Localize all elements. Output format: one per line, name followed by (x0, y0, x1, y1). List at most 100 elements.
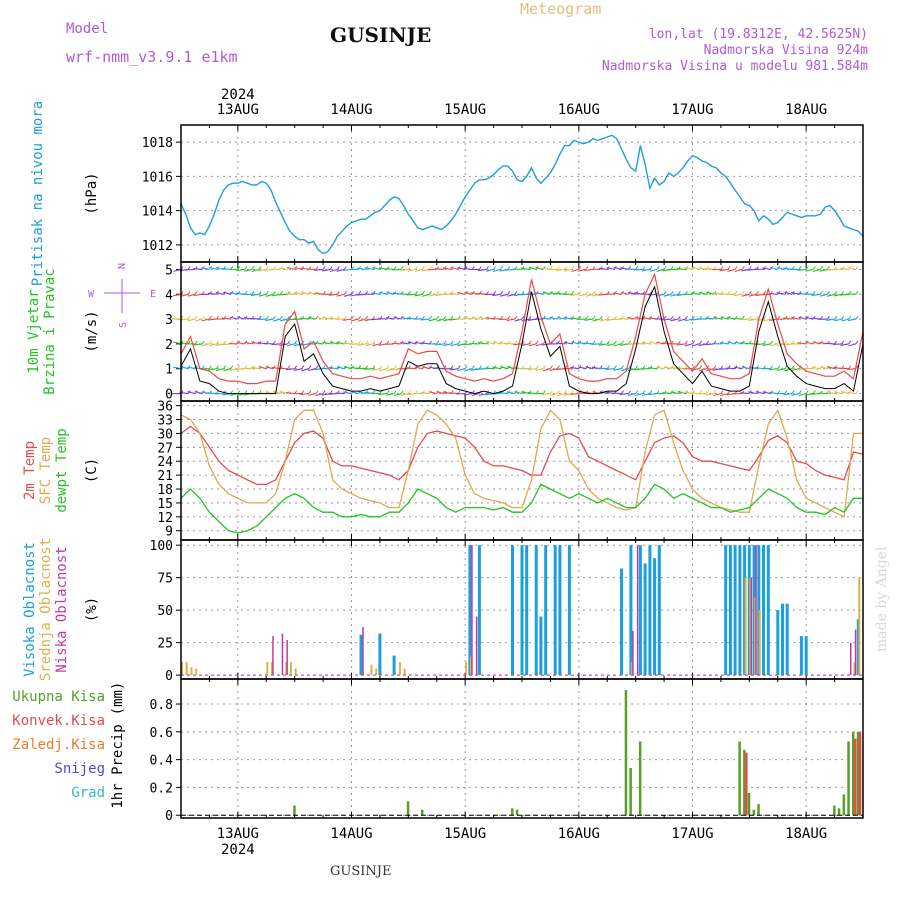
wind-barb (258, 293, 267, 297)
wind-barb (840, 267, 849, 270)
wind-barb (762, 391, 771, 395)
wind-barb-tick (748, 266, 752, 270)
wind-barb-tick (351, 291, 354, 295)
wind-barb-tick (315, 365, 319, 369)
wind-barb (356, 367, 366, 370)
cloud-mid-bar (398, 662, 401, 676)
wind-barb-tick (272, 340, 276, 345)
cloud-high-bar (804, 636, 808, 676)
wind-barb (414, 341, 423, 345)
wind-barb-tick (763, 315, 766, 320)
wind-barb (542, 291, 551, 295)
cloud-high-bar (653, 558, 657, 676)
wind-barb (633, 342, 643, 345)
wind-barb-tick (457, 340, 461, 345)
date-label-bottom: 18AUG (785, 826, 827, 842)
wind-barb (832, 343, 842, 345)
cloud-mid-bar (858, 577, 861, 676)
wind-barb (613, 368, 622, 371)
cloud-high-bar (392, 655, 396, 676)
wind-barb (520, 343, 530, 347)
cloud-high-bar (620, 568, 623, 676)
wind-barb (847, 318, 857, 322)
wind-barb-tick (429, 315, 433, 320)
wind-barb-tick (649, 291, 653, 295)
wind-barb-tick (287, 365, 291, 369)
wind-barb (663, 366, 672, 370)
wind-barb (648, 367, 658, 370)
temperature-ylabel: SFC Temp (38, 437, 54, 504)
wind-barb (798, 393, 807, 397)
wind-barb (180, 293, 189, 297)
wind-barb (635, 393, 643, 397)
wind-barb-tick (457, 390, 461, 394)
wind-barb (271, 343, 281, 346)
cloud-high-bar (738, 545, 742, 676)
wind-barb (748, 293, 757, 297)
wind-barb-tick (372, 315, 376, 320)
wind-barb (641, 393, 651, 396)
wind-unit: (m/s) (84, 310, 100, 352)
date-axis: 13AUG 13AUG 14AUG 14AUG 15AUG 15AUG 16AUG 16AUG… (217, 87, 827, 858)
clouds-ytick-label: 75 (157, 572, 173, 587)
wind-barb-tick (784, 390, 788, 394)
wind-barb (379, 368, 388, 372)
clouds-ylabel: Srednja Oblacnost (38, 538, 54, 681)
cloud-mid-bar (285, 662, 288, 676)
wind-barb (308, 393, 317, 396)
wind-barb (328, 393, 338, 395)
cloud-high-bar (781, 603, 784, 676)
wind-barb-tick (500, 291, 504, 295)
wind-barb-tick (244, 266, 248, 270)
wind-barb (570, 366, 579, 370)
precip-frame (180, 678, 864, 819)
wind-barb (599, 318, 608, 322)
wind-barb (734, 341, 743, 345)
temperature-ytick-label: 15 (157, 497, 173, 512)
wind-barb-tick (528, 340, 532, 345)
cloud-high-bar (534, 545, 538, 676)
wind-barb (635, 316, 643, 320)
wind-barb-tick (798, 390, 802, 394)
wind-barb-tick (684, 315, 688, 320)
wind-barb-tick (649, 390, 653, 394)
wind-barb (442, 267, 452, 270)
wind-barb (698, 267, 707, 270)
wind-barb (841, 391, 849, 395)
wind-barb-tick (230, 266, 234, 270)
wind-barb (521, 318, 530, 322)
wind-barb-tick (748, 291, 752, 295)
wind-barb (776, 368, 786, 372)
wind-barb-tick (564, 266, 568, 270)
cloud-high-bar (567, 545, 571, 676)
wind-barb-tick (677, 291, 681, 295)
wind-barb (613, 292, 622, 295)
wind-barb (747, 268, 757, 271)
wind-barb (436, 390, 445, 395)
wind-barb (706, 291, 714, 295)
wind-barb (726, 367, 736, 370)
wind-barb-tick (727, 291, 731, 295)
temperature-ylabel: dewpt Temp (54, 428, 70, 512)
cloud-low-bar (850, 642, 852, 676)
wind-barb-tick (542, 390, 546, 394)
cloud-mid-bar (185, 662, 188, 676)
wind-barb (805, 268, 814, 272)
wind-barb (528, 266, 537, 270)
wind-barb (442, 318, 452, 322)
pressure-line (180, 134, 864, 255)
wind-barb-tick (656, 266, 660, 270)
temperature-ylabel: 2m Temp (22, 441, 38, 500)
wind-barb-tick (670, 291, 674, 295)
wind-barb (727, 341, 736, 345)
wind-barb (193, 343, 203, 346)
wind-barb-tick (265, 266, 269, 270)
wind-barb (335, 392, 345, 395)
wind-barb (272, 390, 281, 395)
cloud-mid-bar (403, 668, 406, 676)
wind-barb-tick (855, 266, 859, 270)
wind-barb-tick (514, 291, 518, 295)
cloud-low-bar (272, 636, 274, 676)
wind-barb (576, 392, 586, 395)
